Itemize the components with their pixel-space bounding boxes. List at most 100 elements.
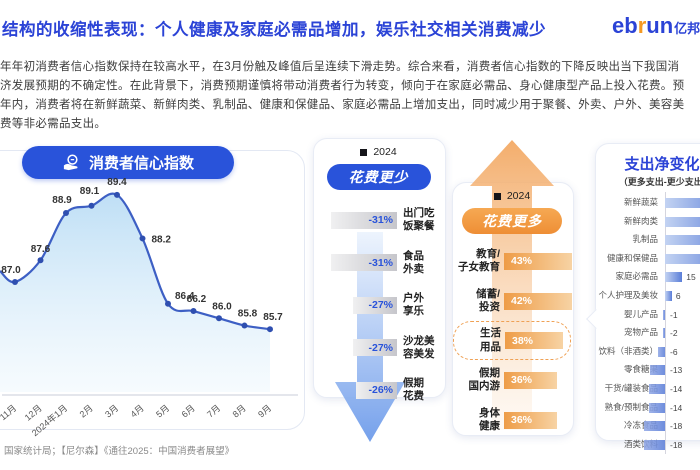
spend-less-bar-track: -27% xyxy=(319,339,397,357)
legend-year: 2024 xyxy=(373,146,397,158)
net-change-bar xyxy=(665,291,672,301)
spend-more-value: 43% xyxy=(511,255,533,267)
net-change-value: -14 xyxy=(670,384,683,394)
spend-less-value: -26% xyxy=(368,384,393,397)
spend-less-legend: 2024 xyxy=(313,146,444,158)
spend-more-item: 教育/子女教育 43% xyxy=(452,241,572,281)
net-change-label: 零食糖果 xyxy=(623,364,658,375)
confidence-line-chart: 87.011月87.612月88.92024年1月89.12月89.43月88.… xyxy=(0,177,298,438)
spend-less-content: 2024 花费更少 -31% 出门吃 饭聚餐 -31% 食品 外卖 -27% 户外 享乐 -27%… xyxy=(313,138,444,402)
net-change-value: -1 xyxy=(670,309,678,320)
spend-less-label: 户外 享乐 xyxy=(403,292,424,318)
net-change-label: 新鲜肉类 xyxy=(623,215,658,226)
net-change-label: 宠物产品 xyxy=(623,327,658,338)
spend-more-label: 生活 用品 xyxy=(480,327,501,353)
spend-less-bar-track: -27% xyxy=(319,296,397,314)
spend-less-rows: -31% 出门吃 饭聚餐 -31% 食品 外卖 -27% 户外 享乐 -27% 沙龙美 容美发 -26%… xyxy=(313,199,444,412)
net-change-label: 冷冻食品 xyxy=(623,420,658,431)
data-point xyxy=(165,300,171,307)
net-change-label: 个人护理及美妆 xyxy=(598,290,658,300)
spend-more-label: 假期 国内游 xyxy=(468,366,501,392)
data-point xyxy=(216,315,222,322)
line-chart-area xyxy=(0,193,270,392)
net-change-label: 婴儿产品 xyxy=(623,308,658,319)
spend-less-label: 假期 花费 xyxy=(403,377,424,403)
legend-square-icon xyxy=(360,148,368,156)
spend-less-value: -31% xyxy=(368,214,393,227)
spend-less-bar: -31% xyxy=(331,211,397,229)
spend-more-label: 储蓄/投资 xyxy=(476,287,500,313)
data-point-label: 88.9 xyxy=(52,195,72,206)
intro-line-3: 年内，消费者将在新鲜蔬菜、新鲜肉类、乳制品、健康和保健品、家庭必需品上增加支出，… xyxy=(0,99,685,111)
net-change-value: -18 xyxy=(670,439,683,450)
net-change-axis xyxy=(665,192,666,454)
spend-less-label: 出门吃 饭聚餐 xyxy=(403,207,435,233)
data-point-label: 86.2 xyxy=(187,294,207,305)
spend-more-content: 2024 花费更多 教育/子女教育 43% 储蓄/投资 42% 生活 用品 38% 假期 国内游… xyxy=(452,182,572,434)
data-point xyxy=(139,235,146,242)
intro-line-1: 年年初消费者信心指数保持在较高水平，在3月份触及峰值后呈连续下滑走势。综合来看，… xyxy=(0,61,680,73)
spend-more-rows: 教育/子女教育 43% 储蓄/投资 42% 生活 用品 38% 假期 国内游 36% 身体 健康 36% xyxy=(452,241,572,440)
confidence-index-title: 消费者信心指数 xyxy=(88,155,194,172)
net-change-subtitle: （更多支出-更少支出/ xyxy=(618,177,700,187)
data-point-label: 86.0 xyxy=(212,301,232,312)
spend-more-bar: 38% xyxy=(505,332,563,349)
spend-less-bar: -26% xyxy=(356,381,397,399)
spend-more-value: 36% xyxy=(511,374,533,386)
net-change-label: 干货/罐装食品 xyxy=(604,383,658,393)
spend-less-bar-track: -31% xyxy=(319,254,397,272)
spend-less-value: -27% xyxy=(368,341,393,354)
data-point-label: 85.8 xyxy=(238,309,258,320)
spend-more-bar: 43% xyxy=(504,252,572,270)
data-point xyxy=(114,191,120,198)
spend-more-item-highlighted: 生活 用品 38% xyxy=(453,321,571,360)
net-change-value: 15 xyxy=(686,272,696,283)
logo-text-cn: 亿邦 xyxy=(674,21,700,36)
net-change-bar xyxy=(665,235,700,246)
net-change-value: -6 xyxy=(670,346,678,357)
data-point xyxy=(37,257,44,264)
spend-more-bar: 42% xyxy=(504,292,572,310)
spend-less-bar-track: -26% xyxy=(319,381,397,399)
net-change-bar xyxy=(663,309,665,320)
data-point-label: 89.4 xyxy=(107,177,127,188)
logo-text-eb: eb xyxy=(612,13,638,38)
x-tick-label: 3月 xyxy=(103,403,120,420)
spend-more-bar: 36% xyxy=(504,371,557,389)
spend-more-badge: 花费更多 xyxy=(462,208,562,234)
data-point xyxy=(190,308,197,315)
legend-year: 2024 xyxy=(506,190,531,202)
spend-less-item: -26% 假期 花费 xyxy=(313,369,444,412)
net-change-bar xyxy=(648,384,665,394)
spend-more-value: 38% xyxy=(512,334,534,347)
logo-text-r: r xyxy=(637,13,647,38)
spend-less-value: -27% xyxy=(368,299,393,312)
net-change-bar xyxy=(662,328,665,339)
net-change-value: -13 xyxy=(670,365,683,376)
coin-hand-icon xyxy=(63,154,78,171)
spend-more-label: 身体 健康 xyxy=(479,406,500,432)
ebrun-logo: ebrun亿邦 xyxy=(612,13,700,39)
spend-less-bar-track: -31% xyxy=(319,211,397,229)
spend-less-bar: -31% xyxy=(331,254,397,272)
spend-less-item: -27% 沙龙美 容美发 xyxy=(313,327,444,370)
spend-less-value: -31% xyxy=(368,256,393,269)
spend-more-item: 身体 健康 36% xyxy=(452,400,572,440)
spend-less-badge: 花费更少 xyxy=(326,164,431,190)
legend-square-icon xyxy=(493,192,501,200)
spend-more-value: 36% xyxy=(511,414,533,426)
data-point-label: 86.4 xyxy=(175,291,195,302)
data-point xyxy=(88,202,95,209)
x-tick-label: 5月 xyxy=(154,403,171,420)
net-change-label: 健康和保健品 xyxy=(606,252,658,263)
net-change-bar xyxy=(665,272,683,283)
intro-line-4: 费等非必需品支出。 xyxy=(0,118,107,130)
spend-less-item: -27% 户外 享乐 xyxy=(313,284,444,327)
data-point-label: 87.0 xyxy=(1,265,21,276)
data-point-label: 87.6 xyxy=(31,244,51,255)
net-change-card: 支出净变化 （更多支出-更少支出/ 新鲜蔬菜 新鲜肉类 乳制品 健康和保健品 家庭必需品… xyxy=(586,143,700,454)
net-change-value: -2 xyxy=(670,328,678,339)
data-point xyxy=(63,210,69,217)
confidence-index-badge: 消费者信心指数 xyxy=(22,146,234,179)
net-change-label: 乳制品 xyxy=(632,234,658,245)
